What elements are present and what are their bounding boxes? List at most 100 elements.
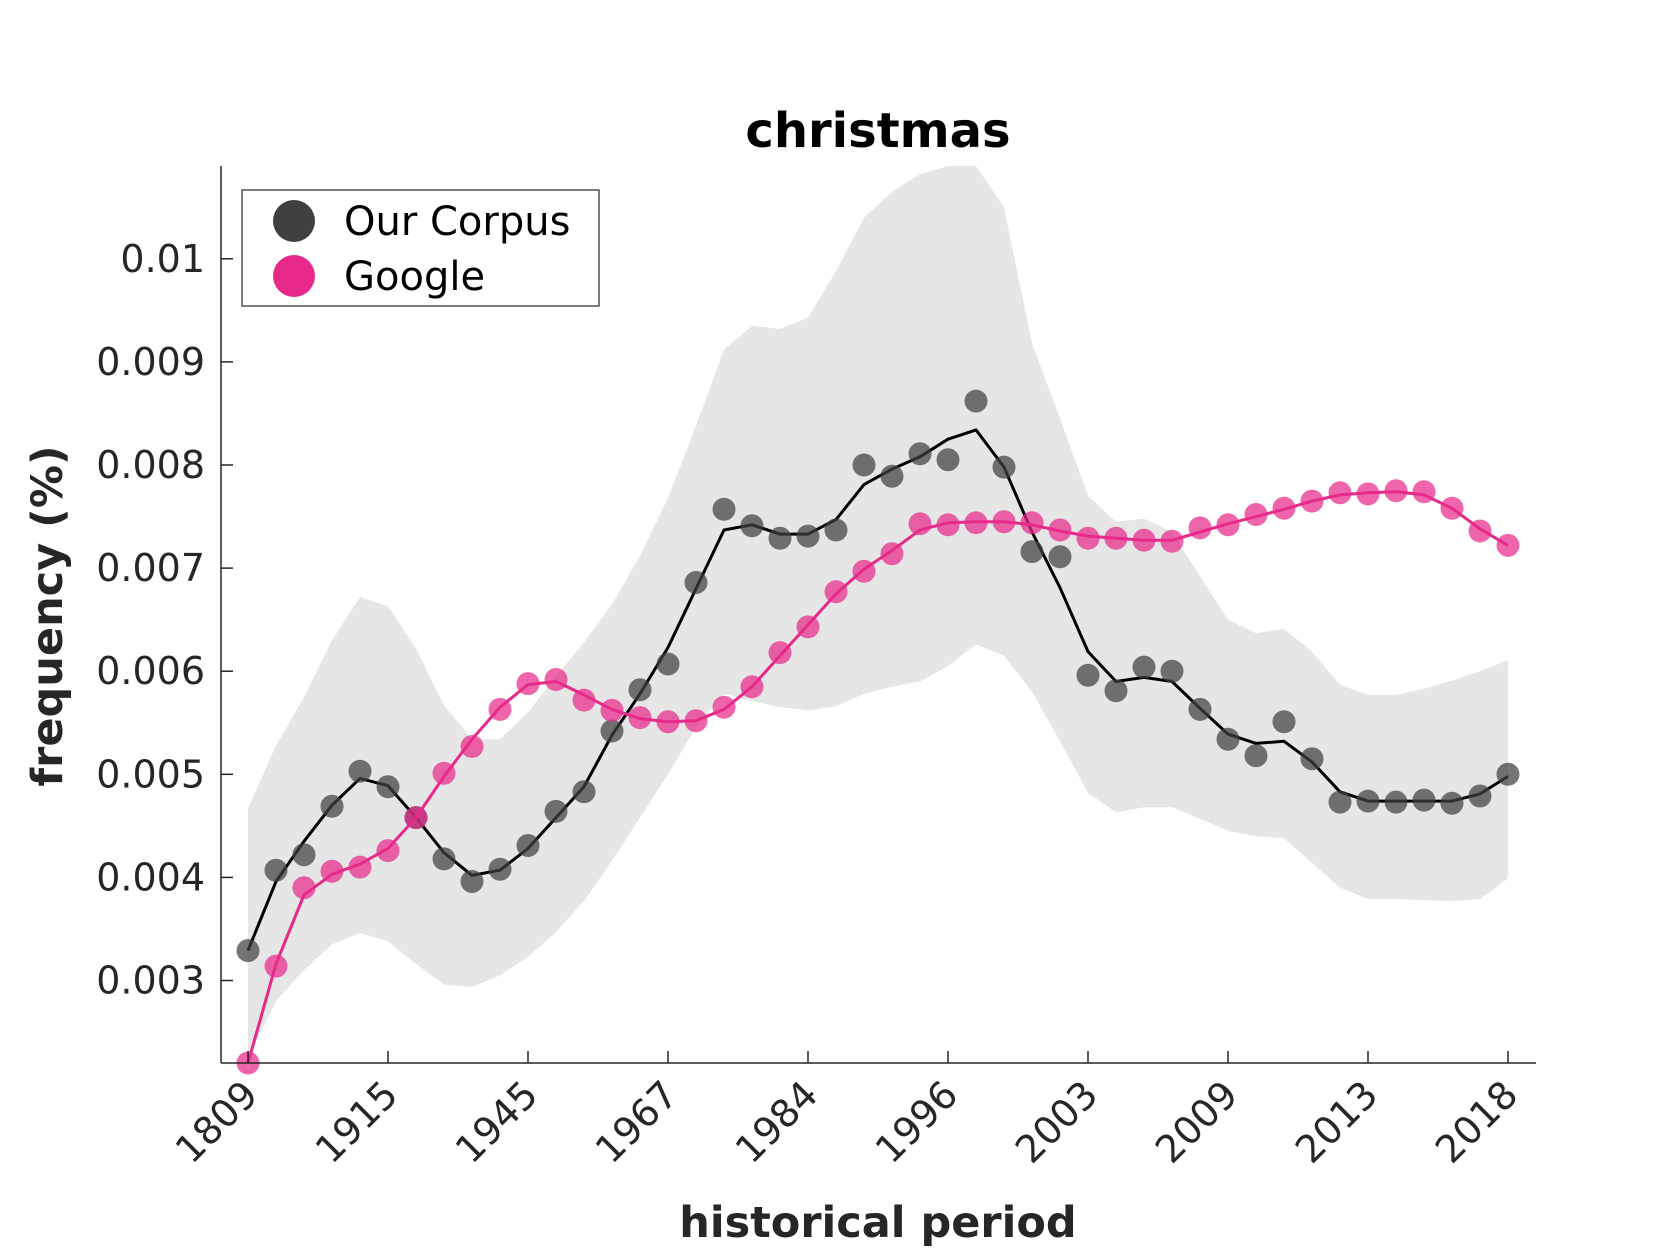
data-point-google	[824, 580, 848, 604]
data-point-our-corpus	[1328, 790, 1352, 814]
data-point-our-corpus	[1048, 545, 1072, 569]
data-point-our-corpus	[880, 464, 904, 488]
series-google	[236, 479, 1520, 1075]
data-point-google	[908, 512, 932, 536]
data-point-our-corpus	[1104, 679, 1128, 703]
data-point-our-corpus	[348, 759, 372, 783]
uncertainty-band	[248, 166, 1508, 1058]
data-point-our-corpus	[264, 858, 288, 882]
data-point-google	[936, 513, 960, 537]
data-point-our-corpus	[1440, 791, 1464, 815]
data-point-google	[600, 698, 624, 722]
data-point-our-corpus	[1020, 540, 1044, 564]
data-point-our-corpus	[572, 780, 596, 804]
chart-title: christmas	[745, 103, 1010, 159]
data-point-google	[1384, 479, 1408, 503]
data-point-google	[684, 709, 708, 733]
y-ticks: 0.003 0.004 0.005 0.006 0.007 0.008 0.009 0.01	[96, 237, 233, 1003]
data-point-google	[292, 876, 316, 900]
legend-label-google: Google	[344, 254, 485, 300]
data-point-google	[516, 672, 540, 696]
series-layer	[236, 389, 1520, 1075]
data-point-our-corpus	[1496, 762, 1520, 786]
data-point-our-corpus	[1132, 655, 1156, 679]
data-point-google	[1188, 516, 1212, 540]
legend-marker-google	[273, 255, 315, 297]
y-tick-label: 0.003	[96, 959, 205, 1003]
y-tick-label: 0.009	[96, 340, 205, 384]
data-point-google	[1244, 503, 1268, 526]
data-point-our-corpus	[936, 448, 960, 472]
data-point-our-corpus	[1412, 788, 1436, 812]
data-point-google	[852, 559, 876, 583]
data-point-our-corpus	[740, 514, 764, 538]
legend-label-our-corpus: Our Corpus	[344, 199, 570, 245]
data-point-our-corpus	[908, 442, 932, 466]
y-tick-label: 0.006	[96, 649, 205, 693]
data-point-our-corpus	[320, 794, 344, 818]
data-point-our-corpus	[964, 389, 988, 413]
data-point-google	[964, 511, 988, 535]
data-point-google	[460, 735, 484, 758]
data-point-our-corpus	[460, 870, 484, 893]
data-point-google	[1020, 511, 1044, 535]
data-point-our-corpus	[516, 834, 540, 857]
data-point-google	[264, 954, 288, 978]
data-point-google	[432, 761, 456, 785]
data-point-google	[740, 675, 764, 699]
y-tick-label: 0.007	[96, 546, 205, 590]
y-tick-label: 0.004	[96, 855, 205, 899]
data-point-our-corpus	[1160, 659, 1184, 683]
data-point-google	[1328, 481, 1352, 505]
plot-area	[236, 166, 1520, 1075]
series-our-corpus	[236, 389, 1520, 963]
data-point-google	[1160, 529, 1184, 553]
data-point-our-corpus	[600, 719, 624, 743]
data-point-google	[1496, 533, 1520, 557]
data-point-google	[404, 806, 428, 830]
data-point-our-corpus	[1356, 789, 1380, 813]
data-point-google	[1216, 513, 1240, 537]
data-point-our-corpus	[628, 678, 652, 702]
legend: Our Corpus Google	[241, 189, 600, 307]
data-point-google	[880, 542, 904, 566]
legend-marker-our-corpus	[273, 200, 315, 242]
data-point-our-corpus	[684, 571, 708, 594]
data-point-our-corpus	[992, 455, 1016, 479]
data-point-our-corpus	[488, 857, 512, 881]
data-point-google	[992, 510, 1016, 534]
data-point-google	[768, 641, 792, 665]
data-point-our-corpus	[824, 518, 848, 542]
data-point-our-corpus	[1244, 744, 1268, 768]
data-point-our-corpus	[768, 526, 792, 550]
data-point-our-corpus	[1300, 747, 1324, 771]
data-point-our-corpus	[712, 497, 736, 521]
data-point-google	[1048, 518, 1072, 542]
data-point-google	[544, 668, 568, 691]
series-line-google	[246, 490, 1509, 1064]
data-point-google	[1356, 482, 1380, 506]
data-point-our-corpus	[376, 775, 400, 799]
data-point-our-corpus	[1272, 710, 1296, 734]
data-point-google	[1076, 526, 1100, 550]
data-point-our-corpus	[1468, 784, 1492, 808]
y-axis-label: frequency (%)	[23, 445, 73, 786]
data-point-google	[1300, 489, 1324, 513]
data-point-google	[320, 859, 344, 883]
data-point-google	[796, 615, 820, 639]
data-point-our-corpus	[432, 847, 456, 871]
data-point-google	[1104, 526, 1128, 550]
y-tick-label: 0.01	[120, 237, 205, 281]
series-line-our-corpus	[246, 428, 1509, 952]
data-point-our-corpus	[292, 843, 316, 867]
data-point-our-corpus	[1188, 697, 1212, 721]
data-point-google	[1440, 496, 1464, 520]
data-point-our-corpus	[1216, 727, 1240, 751]
data-point-our-corpus	[852, 453, 876, 477]
data-point-google	[1272, 496, 1296, 520]
x-axis-label: historical period	[679, 1198, 1076, 1248]
data-point-google	[488, 697, 512, 721]
data-point-google	[572, 688, 596, 712]
data-point-google	[348, 855, 372, 879]
